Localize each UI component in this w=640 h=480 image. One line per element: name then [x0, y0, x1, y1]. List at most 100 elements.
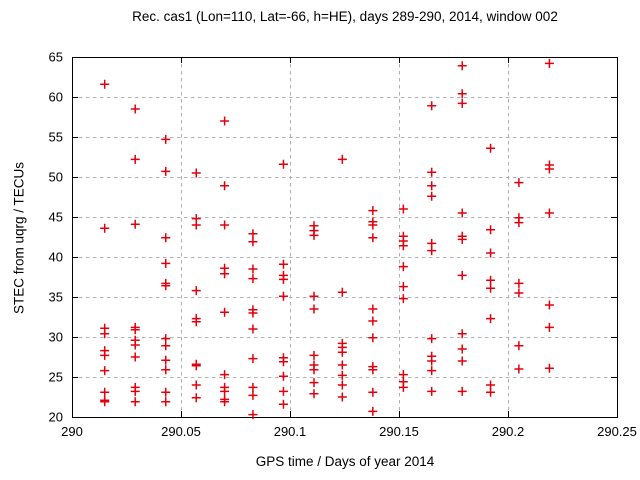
data-point-marker: [278, 399, 288, 409]
data-point-marker: [486, 283, 496, 293]
data-point-marker: [514, 288, 524, 298]
data-point-marker: [191, 361, 201, 371]
data-point-marker: [220, 116, 230, 126]
data-point-marker: [398, 241, 408, 251]
y-tick-label: 40: [49, 250, 63, 265]
data-point-marker: [457, 329, 467, 339]
y-tick-label: 30: [49, 330, 63, 345]
data-point-marker: [100, 397, 110, 407]
data-point-marker: [427, 356, 437, 366]
data-point-marker: [191, 286, 201, 296]
data-point-marker: [427, 191, 437, 201]
data-point-marker: [427, 386, 437, 396]
x-tick-label: 290.25: [597, 424, 637, 439]
data-point-marker: [130, 386, 140, 396]
data-point-marker: [486, 314, 496, 324]
data-point-marker: [457, 386, 467, 396]
data-point-marker: [130, 104, 140, 114]
data-point-marker: [427, 101, 437, 111]
data-point-marker: [337, 154, 347, 164]
data-point-marker: [161, 341, 171, 351]
data-point-marker: [309, 378, 319, 388]
data-point-marker: [100, 79, 110, 89]
data-point-marker: [544, 300, 554, 310]
data-point-marker: [248, 382, 258, 392]
data-point-marker: [161, 258, 171, 268]
data-point-marker: [544, 58, 554, 68]
data-point-marker: [161, 397, 171, 407]
data-point-marker: [427, 334, 437, 344]
plot-border: [72, 57, 618, 418]
data-point-marker: [191, 317, 201, 327]
data-point-marker: [161, 166, 171, 176]
data-point-marker: [278, 274, 288, 284]
data-point-marker: [191, 380, 201, 390]
data-point-marker: [337, 287, 347, 297]
data-point-marker: [130, 340, 140, 350]
data-point-marker: [309, 365, 319, 375]
data-point-marker: [220, 397, 230, 407]
data-point-marker: [248, 274, 258, 284]
data-point-marker: [457, 270, 467, 280]
x-tick-label: 290.1: [274, 424, 307, 439]
data-point-marker: [486, 387, 496, 397]
data-point-marker: [248, 390, 258, 400]
data-point-marker: [191, 393, 201, 403]
data-point-marker: [248, 354, 258, 364]
data-point-marker: [309, 291, 319, 301]
data-point-marker: [220, 220, 230, 230]
data-point-marker: [161, 355, 171, 365]
data-point-marker: [337, 370, 347, 380]
data-point-marker: [457, 234, 467, 244]
data-point-marker: [248, 308, 258, 318]
data-point-marker: [337, 392, 347, 402]
data-point-marker: [427, 366, 437, 376]
chart-title: Rec. cas1 (Lon=110, Lat=-66, h=HE), days…: [132, 9, 558, 24]
data-point-marker: [368, 233, 378, 243]
data-point-marker: [337, 360, 347, 370]
data-point-marker: [368, 365, 378, 375]
data-point-marker: [100, 223, 110, 233]
data-point-marker: [220, 307, 230, 317]
data-point-marker: [427, 181, 437, 191]
data-point-marker: [486, 275, 496, 285]
y-tick-label: 20: [49, 410, 63, 425]
data-point-marker: [278, 159, 288, 169]
data-point-marker: [309, 304, 319, 314]
data-point-marker: [100, 329, 110, 339]
y-tick-label: 55: [49, 130, 63, 145]
data-point-marker: [161, 387, 171, 397]
data-point-marker: [191, 168, 201, 178]
data-point-marker: [486, 143, 496, 153]
data-point-marker: [220, 181, 230, 191]
data-point-marker: [130, 219, 140, 229]
data-point-marker: [161, 365, 171, 375]
data-point-marker: [457, 208, 467, 218]
data-point-marker: [544, 363, 554, 373]
y-tick-label: 35: [49, 290, 63, 305]
data-point-marker: [130, 352, 140, 362]
data-point-marker: [427, 167, 437, 177]
data-point-marker: [514, 341, 524, 351]
data-point-marker: [398, 382, 408, 392]
data-point-marker: [368, 333, 378, 343]
data-point-marker: [398, 262, 408, 272]
data-point-marker: [278, 259, 288, 269]
data-point-marker: [544, 164, 554, 174]
data-point-marker: [278, 371, 288, 381]
data-point-marker: [398, 204, 408, 214]
data-point-marker: [220, 269, 230, 279]
data-point-marker: [100, 350, 110, 360]
data-point-marker: [514, 178, 524, 188]
data-point-marker: [161, 134, 171, 144]
data-point-marker: [130, 397, 140, 407]
data-point-marker: [309, 389, 319, 399]
data-point-marker: [368, 387, 378, 397]
data-point-marker: [486, 225, 496, 235]
x-tick-label: 290.15: [379, 424, 419, 439]
x-axis-title: GPS time / Days of year 2014: [255, 454, 435, 469]
y-tick-label: 50: [49, 170, 63, 185]
data-point-marker: [337, 380, 347, 390]
data-point-marker: [309, 350, 319, 360]
